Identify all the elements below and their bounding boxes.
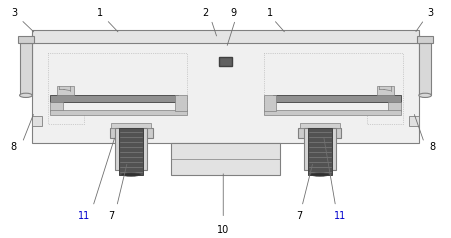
- Bar: [110, 129, 152, 138]
- Bar: [377, 86, 394, 95]
- Text: 9: 9: [230, 8, 236, 18]
- Text: 8: 8: [10, 142, 16, 152]
- Bar: [57, 86, 74, 95]
- Bar: [417, 36, 433, 43]
- Ellipse shape: [310, 173, 329, 176]
- Text: 1: 1: [267, 8, 273, 18]
- Bar: [409, 116, 419, 126]
- Text: 2: 2: [202, 8, 208, 18]
- Bar: [18, 36, 34, 43]
- Bar: [170, 143, 281, 175]
- Text: 11: 11: [78, 211, 90, 221]
- Bar: [50, 110, 187, 115]
- Bar: [300, 123, 340, 129]
- Bar: [50, 102, 63, 111]
- Bar: [32, 30, 419, 43]
- Text: 3: 3: [427, 8, 433, 18]
- Text: 8: 8: [429, 142, 435, 152]
- Text: 1: 1: [97, 8, 103, 18]
- Text: 10: 10: [217, 225, 230, 235]
- Bar: [304, 129, 336, 170]
- Bar: [115, 129, 147, 170]
- Bar: [175, 95, 187, 111]
- Text: 7: 7: [108, 211, 114, 221]
- Bar: [388, 102, 401, 111]
- Text: 7: 7: [297, 211, 303, 221]
- Bar: [264, 110, 401, 115]
- Bar: [219, 57, 232, 66]
- Bar: [32, 34, 419, 143]
- Bar: [119, 129, 143, 175]
- Bar: [273, 95, 401, 102]
- Bar: [419, 43, 432, 95]
- Bar: [264, 95, 276, 111]
- Text: 11: 11: [334, 211, 346, 221]
- Ellipse shape: [19, 93, 32, 98]
- Bar: [50, 95, 178, 102]
- Ellipse shape: [122, 173, 141, 176]
- Bar: [32, 116, 42, 126]
- Ellipse shape: [419, 93, 432, 98]
- Bar: [308, 129, 332, 175]
- Bar: [111, 123, 151, 129]
- Bar: [19, 43, 32, 95]
- Bar: [299, 129, 341, 138]
- Text: 3: 3: [11, 8, 17, 18]
